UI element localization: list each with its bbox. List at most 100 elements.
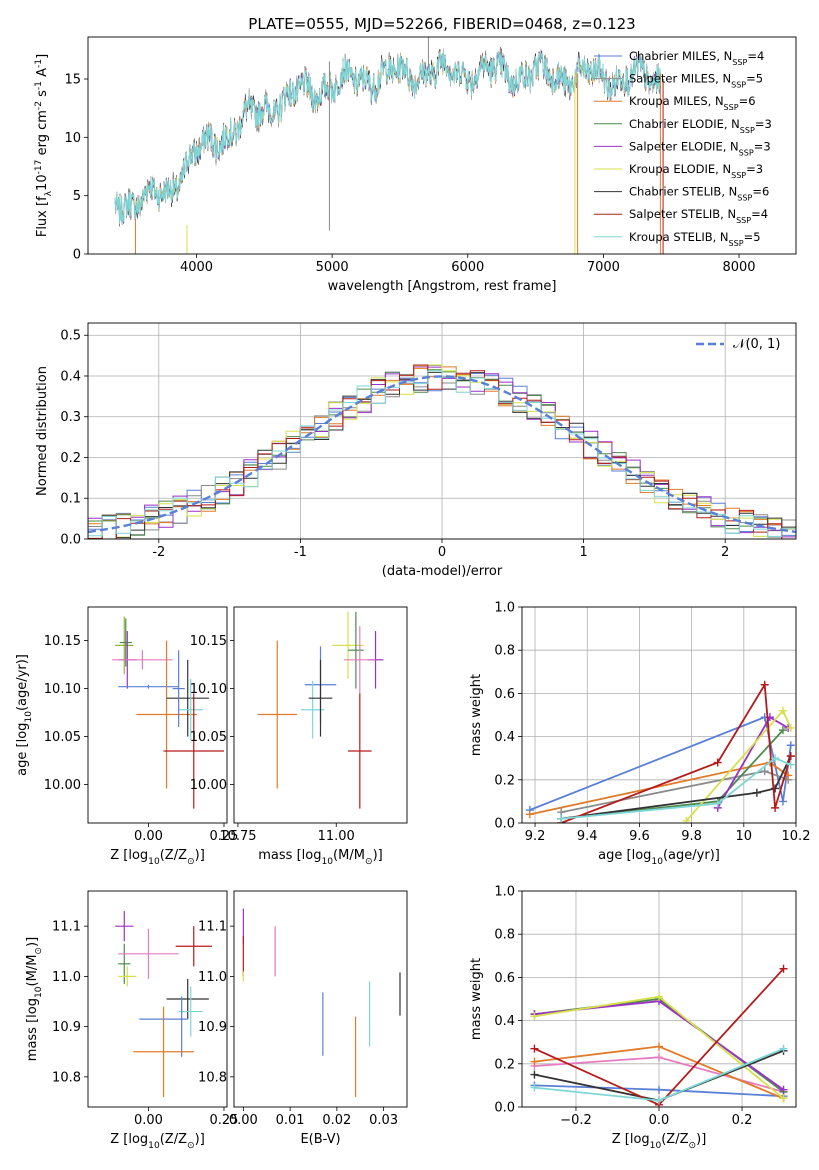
x-tick-label: 0 [438, 545, 446, 560]
residual-histogram-step [88, 370, 796, 539]
weight-marker [786, 760, 795, 769]
x-tick-label: 9.8 [681, 829, 702, 844]
weight-marker [778, 726, 787, 735]
y-tick-label: 0.0 [494, 1101, 515, 1116]
weight-marker [771, 784, 780, 793]
x-axis-label: Z [log10(Z/Z⊙)] [110, 848, 205, 867]
y-tick-label: 0.6 [494, 971, 515, 986]
y-tick-label: 0.1 [60, 492, 81, 507]
x-tick-label: 4000 [180, 260, 213, 275]
y-tick-label: 10.15 [190, 634, 227, 649]
y-tick-label: 11.0 [198, 970, 227, 985]
weight-marker [786, 741, 795, 750]
residual-histogram-step [88, 364, 796, 539]
y-axis-label: mass [log10(M/M⊙)] [25, 937, 44, 1061]
weight-marker [752, 788, 761, 797]
x-tick-label: 0.00 [134, 829, 163, 844]
plot-area [525, 680, 795, 823]
y-tick-label: 10.15 [44, 634, 81, 649]
legend-label: Kroupa STELIB, NSSP=5 [629, 230, 761, 248]
weight-marker [525, 810, 534, 819]
x-axis-label: Z [log10(Z/Z⊙)] [110, 1132, 205, 1151]
axes-frame [521, 606, 797, 824]
x-tick-label: 1 [579, 545, 587, 560]
weight-marker [786, 723, 795, 732]
weight-marker [760, 767, 769, 776]
legend-label: Kroupa ELODIE, NSSP=3 [629, 162, 763, 180]
y-tick-label: 1.0 [494, 885, 515, 900]
legend-label: Chabrier ELODIE, NSSP=3 [629, 117, 772, 135]
x-tick-label: 0.01 [276, 1113, 305, 1128]
weight-marker [778, 706, 787, 715]
weight-marker [713, 799, 722, 808]
y-tick-label: 10.9 [52, 1020, 81, 1035]
y-tick-label: 10 [64, 131, 81, 146]
legend-label: Salpeter ELODIE, NSSP=3 [629, 139, 771, 157]
axes-frame [233, 606, 408, 824]
weight-marker [778, 797, 787, 806]
y-tick-label: 11.0 [52, 970, 81, 985]
axes-frame [233, 890, 408, 1108]
weight-marker [779, 964, 788, 973]
x-tick-label: 0.25 [210, 1113, 239, 1128]
y-axis-label: Flux [fλ10-17 erg cm-2 s-1 A-1] [34, 54, 54, 237]
y-tick-label: 0.5 [60, 329, 81, 344]
y-tick-label: 11.1 [198, 920, 227, 935]
y-tick-label: 10.05 [44, 730, 81, 745]
y-tick-label: 1.0 [494, 601, 515, 616]
y-tick-label: 5 [73, 189, 81, 204]
x-tick-label: 9.4 [577, 829, 598, 844]
y-tick-label: 0.0 [494, 817, 515, 832]
weight-marker [771, 803, 780, 812]
weight-marker [779, 1094, 788, 1103]
y-tick-label: 15 [64, 73, 81, 88]
axes-frame [87, 36, 797, 255]
x-tick-label: 9.2 [525, 829, 546, 844]
chart-title: PLATE=0555, MJD=52266, FIBERID=0468, z=0… [248, 15, 635, 33]
x-axis-label: E(B-V) [300, 1132, 340, 1147]
x-tick-label: 0.2 [732, 1113, 753, 1128]
legend-label: Chabrier MILES, NSSP=4 [629, 49, 764, 67]
legend-label: Salpeter STELIB, NSSP=4 [629, 207, 768, 225]
x-axis-label: Z [log10(Z/Z⊙)] [612, 1132, 707, 1151]
x-tick-label: 6000 [451, 260, 484, 275]
x-tick-label: -2 [152, 545, 165, 560]
mass-vs-metallicity-panel: 0.00 0.25 10.8 10.9 11.0 11.1 Z [log10(Z/Z⊙)] m… [25, 890, 239, 1151]
x-axis-label: mass [log10(M/M⊙)] [258, 848, 382, 867]
y-axis-label: mass weight [469, 674, 484, 756]
plot-area [112, 616, 224, 809]
x-tick-label: 2 [721, 545, 729, 560]
legend-label: Chabrier STELIB, NSSP=6 [629, 185, 769, 203]
weight-marker [655, 1085, 663, 1094]
y-tick-label: 0.2 [60, 451, 81, 466]
y-tick-label: 0.0 [60, 533, 81, 548]
weight-marker [682, 816, 691, 823]
weight-marker [760, 680, 769, 689]
x-axis-label: wavelength [Angstrom, rest frame] [328, 279, 557, 294]
x-tick-label: 9.6 [629, 829, 650, 844]
x-tick-label: 11.00 [318, 829, 355, 844]
x-tick-label: 0.00 [134, 1113, 163, 1128]
x-axis-label: age [log10(age/yr)] [598, 848, 720, 867]
mass-vs-ebv-panel: 0.00 0.01 0.02 0.03 10.8 10.9 11.0 11.1 E(B-V) [198, 890, 408, 1147]
weight-vs-age-panel: 9.2 9.4 9.6 9.8 10 10.2 0.0 0.2 0.4 0.6 0.8 1.0 age … [469, 601, 810, 868]
weight-marker [655, 1042, 663, 1051]
spectrum-panel: 4000 5000 6000 7000 8000 0 5 10 15 wavelength [An… [34, 15, 797, 294]
weight-marker [530, 1044, 539, 1053]
legend-label: Salpeter MILES, NSSP=5 [629, 72, 763, 90]
weight-line [560, 755, 792, 820]
weight-marker [530, 1012, 539, 1021]
weight-marker [655, 1053, 663, 1062]
y-axis-label: age [log10(age/yr)] [15, 654, 34, 776]
spectrum-legend: Chabrier MILES, NSSP=4 Salpeter MILES, NS… [594, 49, 772, 247]
weight-marker [655, 1096, 663, 1105]
y-axis-label: mass weight [469, 958, 484, 1040]
x-tick-label: 10 [736, 829, 753, 844]
y-tick-label: 0.4 [60, 369, 81, 384]
y-tick-label: 10.05 [190, 730, 227, 745]
x-tick-label: 10.2 [782, 829, 811, 844]
axes-frame [87, 890, 228, 1108]
x-tick-label: −0.2 [560, 1113, 592, 1128]
weight-line [560, 681, 792, 823]
